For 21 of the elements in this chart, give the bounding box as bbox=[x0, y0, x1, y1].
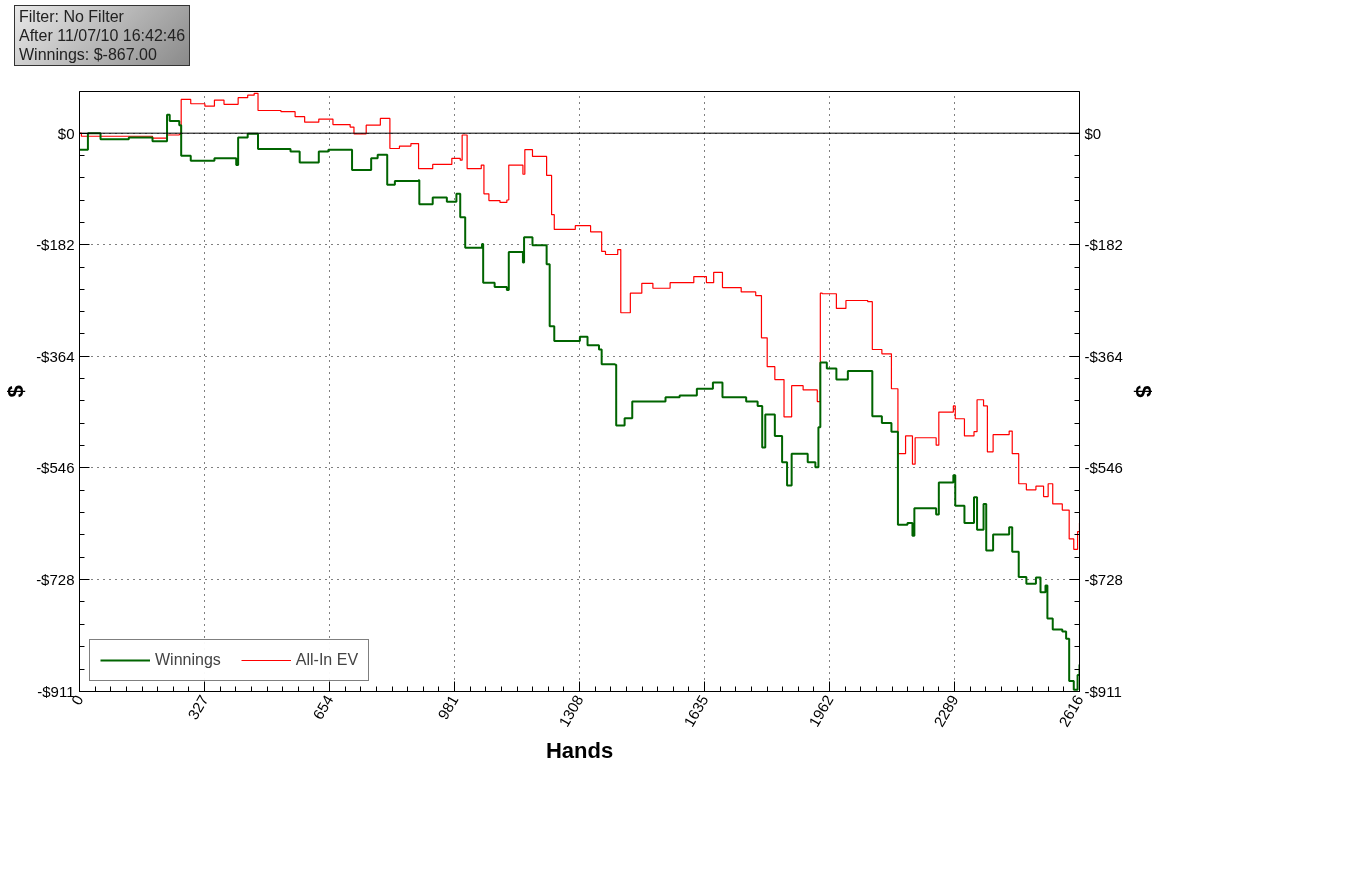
x-axis-title: Hands bbox=[545, 738, 614, 764]
x-tick-label: 981 bbox=[434, 692, 462, 723]
legend-label: Winnings bbox=[155, 651, 221, 669]
y-tick-label: $0 bbox=[57, 124, 75, 142]
text: Filter: No Filter bbox=[19, 7, 125, 26]
y2-tick-label: -$364 bbox=[1084, 347, 1123, 365]
legend-label: All-In EV bbox=[295, 651, 359, 669]
y-tick-label: -$546 bbox=[36, 459, 75, 477]
text: Winnings: $-867.00 bbox=[19, 45, 158, 64]
x-tick-label: 654 bbox=[309, 692, 337, 723]
y2-tick-label: -$182 bbox=[1084, 236, 1123, 254]
y2-tick-label: -$546 bbox=[1084, 459, 1123, 477]
y-tick-label: -$182 bbox=[36, 236, 75, 254]
y-tick-label: -$728 bbox=[36, 570, 75, 588]
y-axis-title: $ bbox=[3, 385, 29, 398]
y2-tick-label: -$728 bbox=[1084, 570, 1123, 588]
y2-tick-label: $0 bbox=[1084, 124, 1102, 142]
y2-axis-title: $ bbox=[1130, 385, 1156, 398]
y2-tick-label: -$911 bbox=[1084, 683, 1122, 700]
text: After 11/07/10 16:42:46 bbox=[19, 26, 186, 45]
y-tick-label: -$364 bbox=[36, 347, 75, 365]
